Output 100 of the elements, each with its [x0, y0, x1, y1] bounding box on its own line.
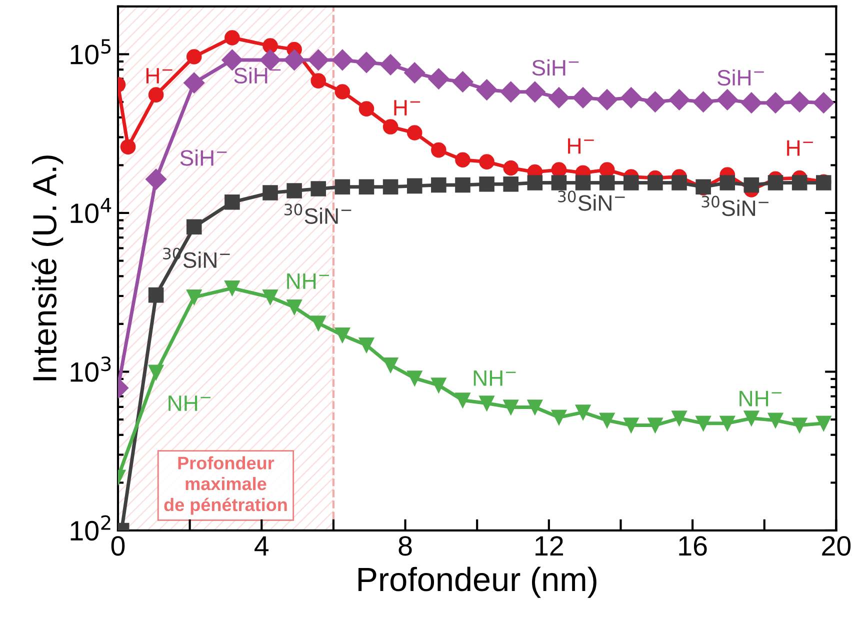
text: NH$^{−}$: [287, 274, 330, 289]
point: [286, 300, 302, 315]
text: NH$^{−}$: [474, 370, 516, 386]
point: [527, 175, 543, 190]
point: [744, 410, 760, 426]
text: SiH$^{−}$: [180, 150, 227, 166]
point: [286, 183, 302, 198]
point: [599, 412, 615, 428]
point: [186, 290, 202, 305]
point: [644, 91, 666, 112]
point: [382, 179, 398, 195]
point: [146, 168, 167, 190]
text: SiH$^{−}$: [532, 59, 579, 76]
point: [262, 185, 278, 200]
point: [716, 89, 738, 110]
point: [262, 38, 278, 54]
point: [224, 30, 240, 46]
point: [668, 89, 690, 110]
point: [696, 416, 711, 431]
point: [672, 175, 687, 190]
point: [816, 416, 832, 431]
point: [599, 175, 615, 190]
point: [284, 49, 305, 70]
x-tick-label: 12: [536, 536, 563, 556]
point: [768, 175, 784, 190]
point: [262, 290, 278, 305]
point: [648, 175, 663, 190]
point: [452, 71, 474, 92]
point: [744, 177, 760, 193]
point: [455, 152, 470, 168]
point: [455, 177, 470, 193]
point: [764, 92, 786, 114]
point: [596, 89, 618, 110]
point: [334, 328, 350, 343]
point: [548, 87, 570, 108]
point: [431, 142, 446, 158]
x-axis-title: Profondeur (nm): [358, 566, 596, 598]
point: [740, 92, 762, 114]
point: [599, 162, 615, 178]
point: [720, 175, 736, 190]
point: [382, 358, 398, 373]
point: [551, 410, 567, 425]
band-label: Profondeur maximale de pénétration: [164, 456, 287, 515]
x-tick-label: 4: [254, 536, 269, 556]
point: [792, 418, 808, 433]
point: [476, 79, 498, 100]
point: [455, 392, 470, 408]
text: $^{30}$SiN$^{−}$: [284, 204, 352, 224]
point: [575, 175, 591, 190]
point: [479, 154, 494, 170]
point: [308, 49, 329, 70]
point: [527, 400, 543, 415]
x-tick-label: 0: [111, 536, 125, 556]
point: [624, 418, 639, 433]
point: [224, 280, 240, 296]
series-label: $^{30}$SiN$^{−}$: [558, 190, 625, 211]
point: [334, 84, 350, 100]
point: [224, 194, 240, 210]
text: SiH$^{−}$: [718, 69, 764, 86]
point: [428, 68, 450, 90]
point: [503, 400, 518, 415]
point: [332, 49, 353, 70]
y-tick-label: 10$^{2}$: [70, 515, 110, 541]
point: [404, 62, 426, 84]
point: [792, 175, 808, 190]
point: [358, 179, 374, 195]
point: [813, 92, 834, 114]
point: [186, 219, 202, 235]
point: [479, 176, 494, 192]
point: [551, 175, 567, 190]
point: [310, 73, 326, 88]
point: [789, 91, 810, 112]
point: [624, 175, 639, 190]
point: [310, 181, 326, 196]
point: [406, 125, 422, 140]
point: [406, 178, 422, 194]
point: [503, 176, 518, 192]
point: [479, 396, 494, 411]
point: [692, 91, 714, 112]
point: [672, 410, 687, 426]
x-tick-label: 8: [398, 536, 412, 556]
point: [148, 87, 164, 102]
point: [310, 316, 326, 331]
series-label: SiH$^{−}$: [234, 67, 281, 84]
y-tick-label: 10$^{3}$: [70, 356, 111, 382]
text: NH$^{−}$: [168, 396, 211, 411]
y-tick-label: 10$^{4}$: [70, 198, 112, 224]
point: [648, 418, 663, 433]
series-label: H$^{−}$: [146, 68, 172, 84]
point: [356, 52, 378, 73]
point: [431, 378, 446, 393]
y-tick-label: 10$^{5}$: [70, 39, 111, 64]
point: [431, 177, 446, 193]
point: [500, 81, 522, 102]
point: [575, 404, 591, 420]
y-axis-title: Intensité (U. A.): [32, 156, 64, 380]
x-tick-label: 20: [822, 536, 851, 556]
point: [380, 54, 402, 76]
point: [358, 101, 374, 116]
text: H$^{−}$: [394, 100, 420, 116]
